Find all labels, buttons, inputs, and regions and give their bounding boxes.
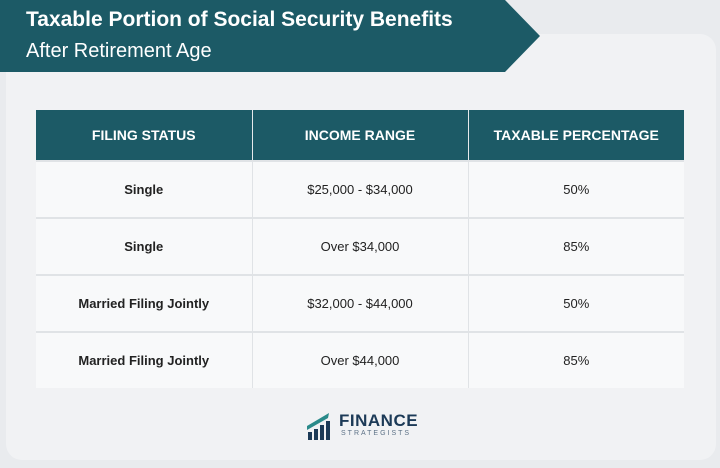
- logo-wordmark: FINANCE: [339, 411, 419, 430]
- title-banner: Taxable Portion of Social Security Benef…: [0, 0, 540, 72]
- filing-status-cell: Married Filing Jointly: [36, 274, 252, 332]
- taxable-percentage-cell: 85%: [467, 331, 684, 388]
- finance-strategists-logo-icon: [307, 413, 330, 440]
- table-row: Single $25,000 - $34,000 50%: [36, 160, 684, 218]
- page-subtitle: After Retirement Age: [26, 40, 212, 62]
- taxable-percentage-cell: 50%: [467, 160, 684, 218]
- page-title: Taxable Portion of Social Security Benef…: [26, 8, 453, 31]
- table-row: Married Filing Jointly $32,000 - $44,000…: [36, 274, 684, 332]
- finance-strategists-logo: FINANCE STRATEGISTS: [305, 408, 425, 442]
- column-header-taxable-percentage: TAXABLE PERCENTAGE: [467, 110, 684, 161]
- income-range-cell: $25,000 - $34,000: [251, 160, 468, 218]
- filing-status-cell: Single: [36, 160, 252, 218]
- logo-tagline: STRATEGISTS: [341, 430, 412, 437]
- taxable-percentage-cell: 50%: [467, 274, 684, 332]
- income-range-cell: $32,000 - $44,000: [251, 274, 468, 332]
- table-header-row: FILING STATUS INCOME RANGE TAXABLE PERCE…: [36, 110, 684, 161]
- filing-status-cell: Single: [36, 217, 252, 275]
- column-header-income-range: INCOME RANGE: [251, 110, 468, 161]
- taxable-percentage-cell: 85%: [467, 217, 684, 275]
- filing-status-cell: Married Filing Jointly: [36, 331, 252, 388]
- table-row: Married Filing Jointly Over $44,000 85%: [36, 331, 684, 388]
- income-range-cell: Over $44,000: [251, 331, 468, 388]
- table-row: Single Over $34,000 85%: [36, 217, 684, 275]
- income-range-cell: Over $34,000: [251, 217, 468, 275]
- taxable-benefits-table: FILING STATUS INCOME RANGE TAXABLE PERCE…: [36, 110, 684, 388]
- column-header-filing-status: FILING STATUS: [36, 110, 252, 161]
